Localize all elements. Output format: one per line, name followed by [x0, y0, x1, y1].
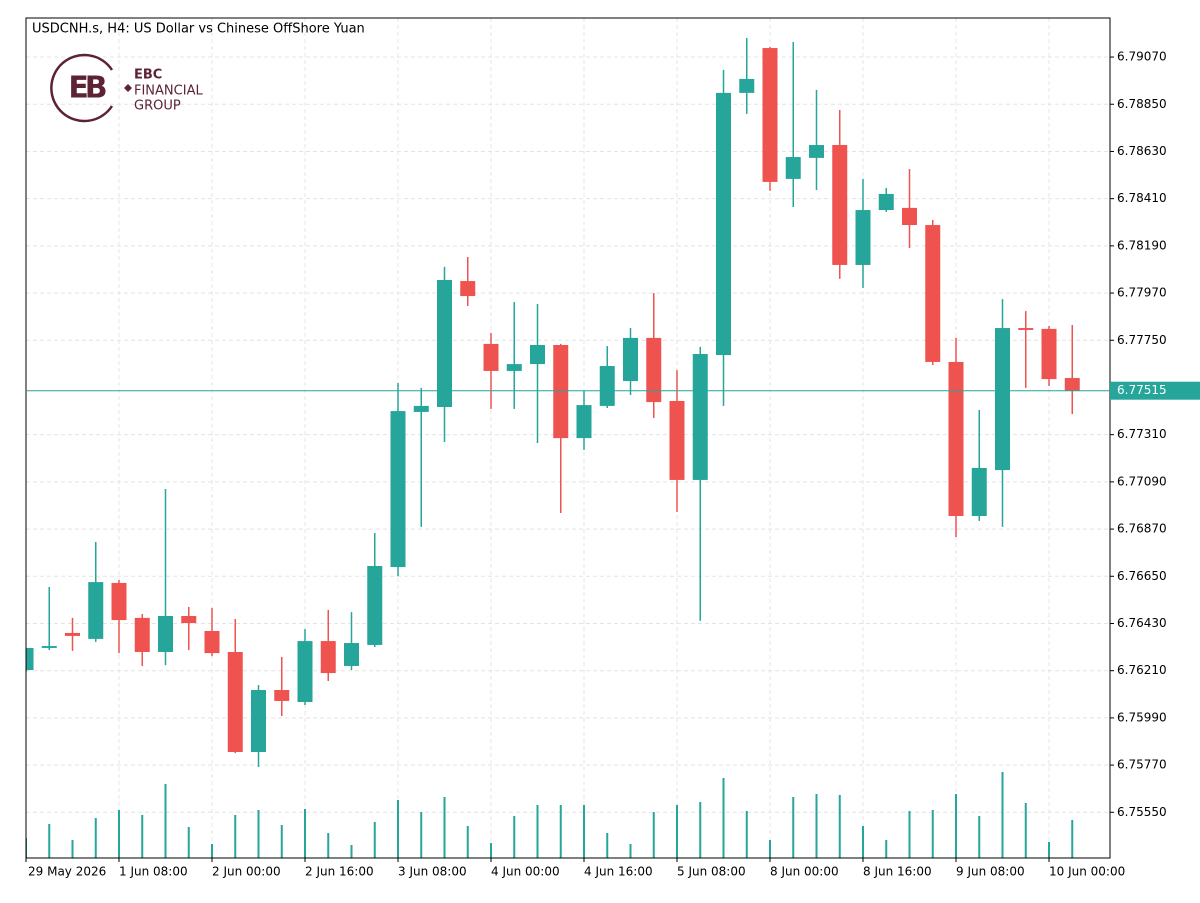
- y-tick-label: 6.76870: [1117, 522, 1167, 536]
- chart-title: USDCNH.s, H4: US Dollar vs Chinese OffSh…: [32, 22, 365, 37]
- candle-body: [251, 690, 266, 753]
- candle-body: [413, 405, 429, 412]
- candle-body: [437, 279, 452, 407]
- candle-body: [483, 343, 499, 371]
- candle-body: [460, 281, 476, 297]
- candle-body: [878, 193, 894, 211]
- candle-body: [902, 207, 917, 226]
- y-tick-label: 6.77750: [1117, 333, 1167, 347]
- y-tick-label: 6.77310: [1117, 427, 1167, 441]
- candle-body: [646, 337, 662, 403]
- candle-body: [553, 344, 569, 439]
- candle-body: [739, 78, 755, 93]
- y-tick-label: 6.79070: [1117, 50, 1167, 64]
- logo-mark: EB: [68, 71, 105, 106]
- x-tick-label: 3 Jun 08:00: [398, 865, 467, 879]
- candle-body: [297, 641, 313, 703]
- x-tick-label: 2 Jun 00:00: [212, 865, 281, 879]
- y-tick-label: 6.78410: [1117, 191, 1167, 205]
- candle-body: [1064, 378, 1080, 391]
- logo-ring: [50, 53, 114, 123]
- logo: [50, 53, 132, 123]
- candle-body: [320, 641, 336, 674]
- y-tick-label: 6.78630: [1117, 144, 1167, 158]
- candle-body: [832, 145, 848, 265]
- y-tick-label: 6.77970: [1117, 286, 1167, 300]
- candle-body: [599, 366, 615, 406]
- candle-body: [65, 632, 80, 636]
- candle-body: [344, 643, 359, 666]
- candle-body: [576, 405, 592, 439]
- x-tick-label: 1 Jun 08:00: [119, 865, 188, 879]
- candle-body: [1041, 328, 1057, 380]
- candle-body: [785, 157, 801, 179]
- x-tick-label: 5 Jun 08:00: [677, 865, 746, 879]
- y-tick-label: 6.78190: [1117, 238, 1167, 252]
- y-tick-label: 6.78850: [1117, 97, 1167, 111]
- candle-body: [971, 467, 987, 516]
- x-tick-label: 9 Jun 08:00: [956, 865, 1025, 879]
- x-tick-label: 4 Jun 00:00: [491, 865, 560, 879]
- y-tick-label: 6.75990: [1117, 710, 1167, 724]
- candle-body: [855, 210, 871, 265]
- y-tick-label: 6.77090: [1117, 474, 1167, 488]
- last-price-label: 6.77515: [1117, 383, 1167, 397]
- candle-body: [925, 225, 941, 362]
- y-tick-label: 6.76430: [1117, 616, 1167, 630]
- volume-bars: [26, 772, 1074, 858]
- x-tick-label: 2 Jun 16:00: [305, 865, 374, 879]
- x-tick-label: 4 Jun 16:00: [584, 865, 653, 879]
- candle-body: [1018, 328, 1034, 330]
- candle-body: [390, 411, 406, 568]
- candle-body: [134, 617, 150, 653]
- candle-body: [530, 344, 545, 365]
- candles: [26, 37, 1080, 768]
- plot-frame: [25, 17, 1111, 859]
- x-tick-label: 8 Jun 00:00: [770, 865, 839, 879]
- candle-body: [995, 328, 1010, 471]
- x-tick-label: 8 Jun 16:00: [863, 865, 932, 879]
- candle-body: [948, 361, 964, 516]
- y-tick-label: 6.76210: [1117, 663, 1167, 677]
- candle-body: [88, 582, 104, 639]
- candle-body: [692, 354, 708, 480]
- x-tick-label: 10 Jun 00:00: [1049, 865, 1125, 879]
- candle-body: [26, 647, 34, 671]
- logo-text: EBC: [134, 68, 162, 83]
- candle-body: [367, 565, 383, 645]
- y-tick-label: 6.75770: [1117, 758, 1167, 772]
- candle-body: [204, 630, 220, 654]
- x-tick-label: 29 May 2026: [28, 865, 106, 879]
- last-price-box: [1110, 381, 1200, 400]
- candle-body: [41, 646, 57, 648]
- candle-body: [762, 48, 778, 182]
- candle-body: [506, 364, 522, 371]
- candle-body: [716, 92, 731, 356]
- candle-body: [274, 690, 290, 701]
- candle-body: [158, 615, 173, 653]
- logo-text: GROUP: [134, 99, 181, 114]
- logo-star: [124, 84, 132, 92]
- logo-text: FINANCIAL: [134, 84, 203, 99]
- candle-body: [227, 652, 243, 753]
- candle-body: [181, 615, 197, 624]
- candle-body: [111, 582, 127, 621]
- y-tick-label: 6.76650: [1117, 569, 1167, 583]
- candle-body: [669, 400, 685, 480]
- candle-body: [809, 145, 824, 158]
- candle-body: [623, 337, 638, 382]
- y-tick-label: 6.75550: [1117, 805, 1167, 819]
